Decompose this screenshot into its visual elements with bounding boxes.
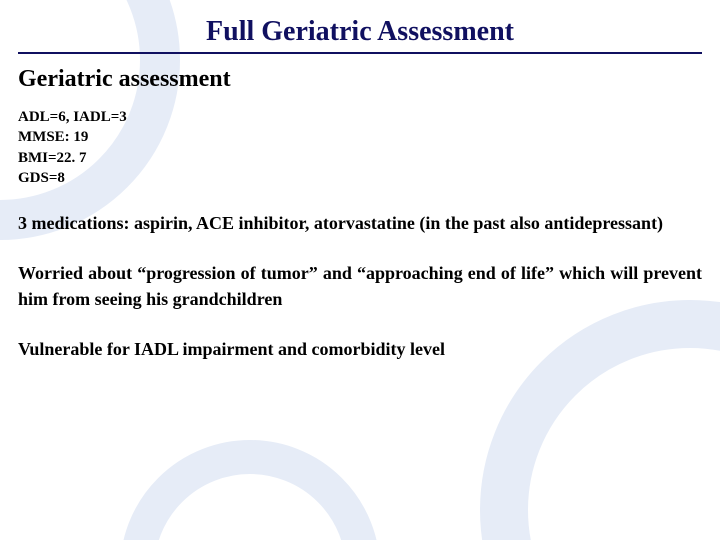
vulnerability-paragraph: Vulnerable for IADL impairment and comor… xyxy=(18,336,702,362)
section-subhead: Geriatric assessment xyxy=(18,66,702,93)
worry-paragraph: Worried about “progression of tumor” and… xyxy=(18,260,702,312)
slide-title: Full Geriatric Assessment xyxy=(18,16,702,48)
medications-paragraph: 3 medications: aspirin, ACE inhibitor, a… xyxy=(18,210,702,236)
assessment-stats: ADL=6, IADL=3 MMSE: 19 BMI=22. 7 GDS=8 xyxy=(18,107,702,188)
slide-content: Full Geriatric Assessment Geriatric asse… xyxy=(0,0,720,540)
stat-line-adl: ADL=6, IADL=3 xyxy=(18,107,702,127)
stat-line-mmse: MMSE: 19 xyxy=(18,127,702,147)
stat-line-gds: GDS=8 xyxy=(18,168,702,188)
title-underline xyxy=(18,52,702,54)
stat-line-bmi: BMI=22. 7 xyxy=(18,148,702,168)
